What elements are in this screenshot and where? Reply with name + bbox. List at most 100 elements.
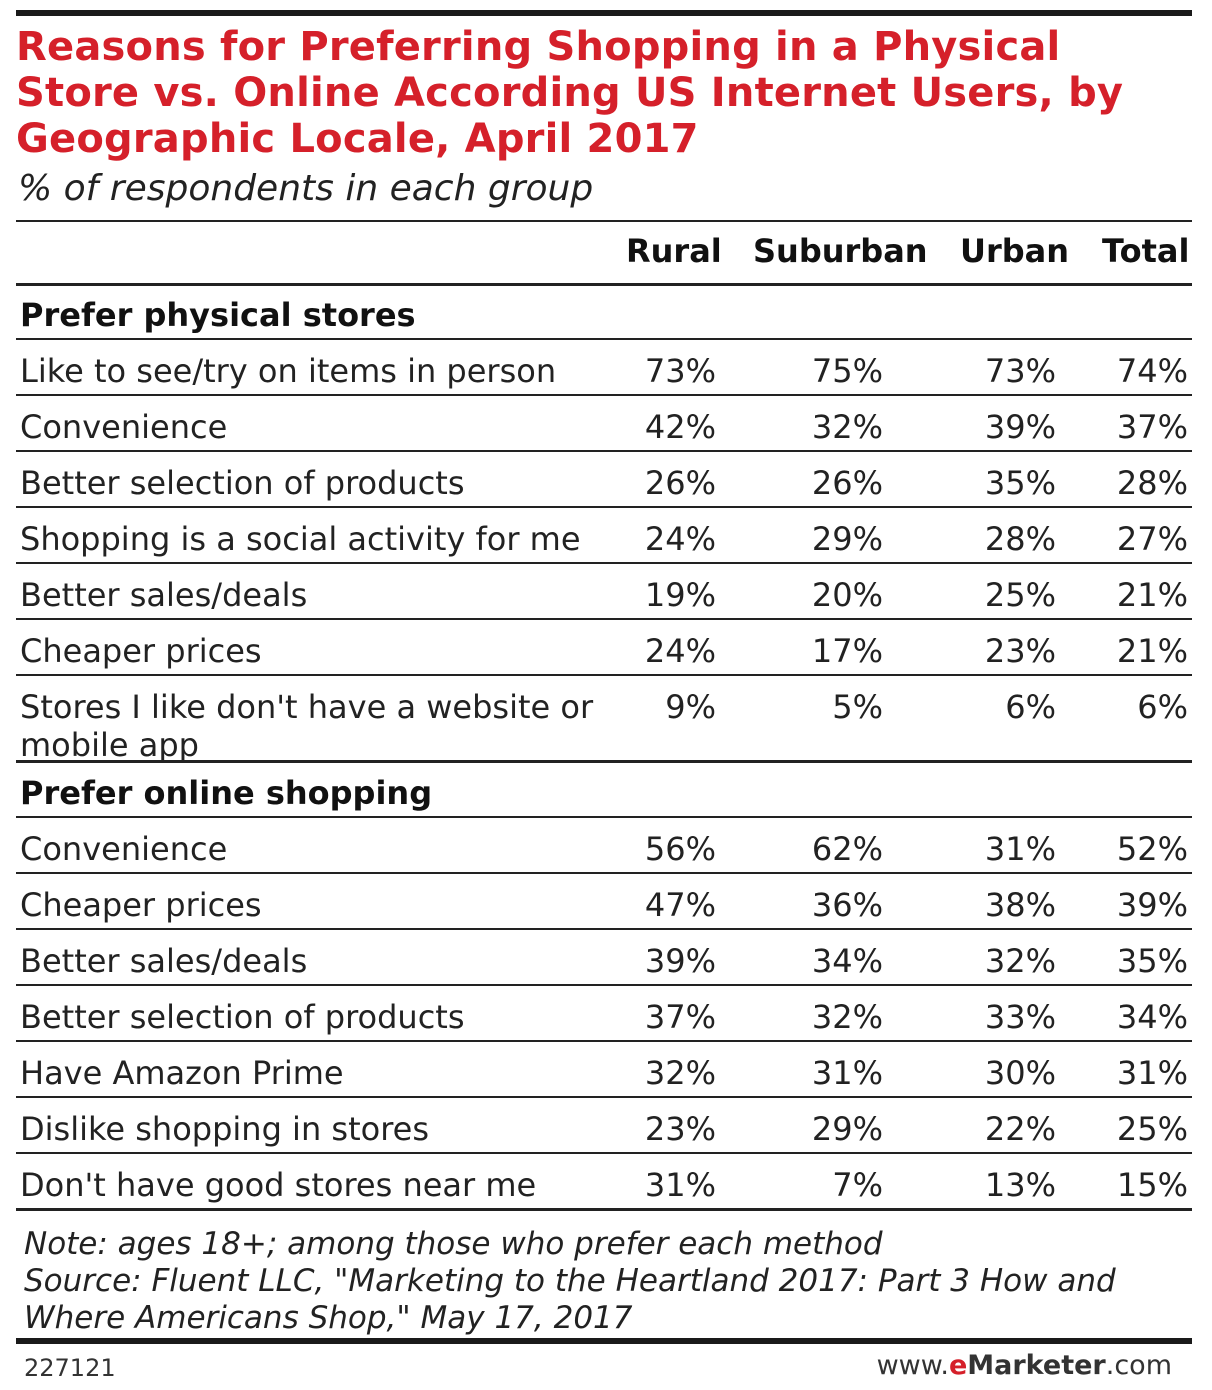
cell-rural: 37% [644,998,716,1036]
cell-suburban: 31% [811,1054,883,1092]
row-rule [16,506,1192,508]
brand-prefix: www. [876,1350,949,1381]
cell-suburban: 7% [832,1166,883,1204]
cell-suburban: 29% [811,1110,883,1148]
cell-total: 25% [1116,1110,1188,1148]
brand-accent: e [948,1350,968,1381]
row-label: Stores I like don't have a website or mo… [20,688,594,764]
row-rule [16,1040,1192,1042]
cell-urban: 6% [1005,688,1056,726]
section-header: Prefer online shopping [20,774,433,812]
cell-suburban: 62% [811,830,883,868]
row-label: Shopping is a social activity for me [20,520,581,558]
cell-urban: 30% [984,1054,1056,1092]
cell-urban: 25% [984,576,1056,614]
row-rule [16,618,1192,620]
cell-rural: 56% [644,830,716,868]
cell-urban: 23% [984,632,1056,670]
cell-suburban: 34% [811,942,883,980]
cell-rural: 32% [644,1054,716,1092]
brand-suffix: .com [1105,1350,1172,1381]
cell-rural: 23% [644,1110,716,1148]
cell-total: 39% [1116,886,1188,924]
row-label: Have Amazon Prime [20,1054,344,1092]
brand-name: Marketer [967,1350,1106,1381]
bottom-rule [16,1338,1192,1344]
cell-rural: 19% [644,576,716,614]
row-rule [16,562,1192,564]
cell-suburban: 75% [811,352,883,390]
cell-total: 31% [1116,1054,1188,1092]
cell-total: 28% [1116,464,1188,502]
cell-total: 27% [1116,520,1188,558]
cell-total: 21% [1116,632,1188,670]
cell-total: 34% [1116,998,1188,1036]
cell-urban: 73% [984,352,1056,390]
cell-rural: 73% [644,352,716,390]
column-header-suburban: Suburban [753,232,928,270]
row-rule [16,674,1192,676]
cell-urban: 32% [984,942,1056,980]
cell-urban: 33% [984,998,1056,1036]
section-end-rule [16,760,1192,763]
row-rule [16,872,1192,874]
row-label: Cheaper prices [20,632,262,670]
cell-urban: 39% [984,408,1056,446]
section-end-rule [16,1208,1192,1211]
cell-suburban: 32% [811,998,883,1036]
cell-rural: 9% [665,688,716,726]
cell-suburban: 32% [811,408,883,446]
row-rule [16,450,1192,452]
cell-total: 37% [1116,408,1188,446]
column-header-total: Total [1102,232,1190,270]
row-label: Better selection of products [20,464,465,502]
row-label: Better sales/deals [20,942,308,980]
cell-urban: 13% [984,1166,1056,1204]
cell-total: 15% [1116,1166,1188,1204]
row-label: Convenience [20,408,228,446]
header-bottom-rule [16,283,1192,286]
row-label: Better selection of products [20,998,465,1036]
row-rule [16,1152,1192,1154]
emarketer-logo: www.eMarketer.com [877,1350,1172,1381]
top-rule [16,10,1192,16]
cell-rural: 31% [644,1166,716,1204]
cell-rural: 26% [644,464,716,502]
cell-urban: 35% [984,464,1056,502]
chart-subtitle: % of respondents in each group [18,168,594,209]
section-header: Prefer physical stores [20,296,416,334]
section-rule [16,338,1192,340]
row-label: Cheaper prices [20,886,262,924]
chart-source: Source: Fluent LLC, "Marketing to the He… [24,1263,1116,1336]
row-label: Better sales/deals [20,576,308,614]
row-rule [16,1096,1192,1098]
row-rule [16,984,1192,986]
cell-rural: 42% [644,408,716,446]
chart-title: Reasons for Preferring Shopping in a Phy… [16,24,1124,162]
row-label: Dislike shopping in stores [20,1110,429,1148]
cell-suburban: 36% [811,886,883,924]
row-rule [16,394,1192,396]
cell-urban: 31% [984,830,1056,868]
header-top-rule [16,220,1192,222]
cell-rural: 47% [644,886,716,924]
cell-rural: 24% [644,632,716,670]
cell-rural: 24% [644,520,716,558]
cell-total: 21% [1116,576,1188,614]
row-label: Don't have good stores near me [20,1166,537,1204]
cell-urban: 38% [984,886,1056,924]
cell-total: 74% [1116,352,1188,390]
cell-total: 52% [1116,830,1188,868]
cell-total: 35% [1116,942,1188,980]
row-label: Like to see/try on items in person [20,352,557,390]
cell-suburban: 20% [811,576,883,614]
cell-suburban: 17% [811,632,883,670]
chart-note: Note: ages 18+; among those who prefer e… [24,1226,883,1262]
row-rule [16,928,1192,930]
row-label: Convenience [20,830,228,868]
cell-total: 6% [1137,688,1188,726]
chart-id: 227121 [24,1354,116,1382]
cell-rural: 39% [644,942,716,980]
cell-suburban: 26% [811,464,883,502]
cell-suburban: 29% [811,520,883,558]
